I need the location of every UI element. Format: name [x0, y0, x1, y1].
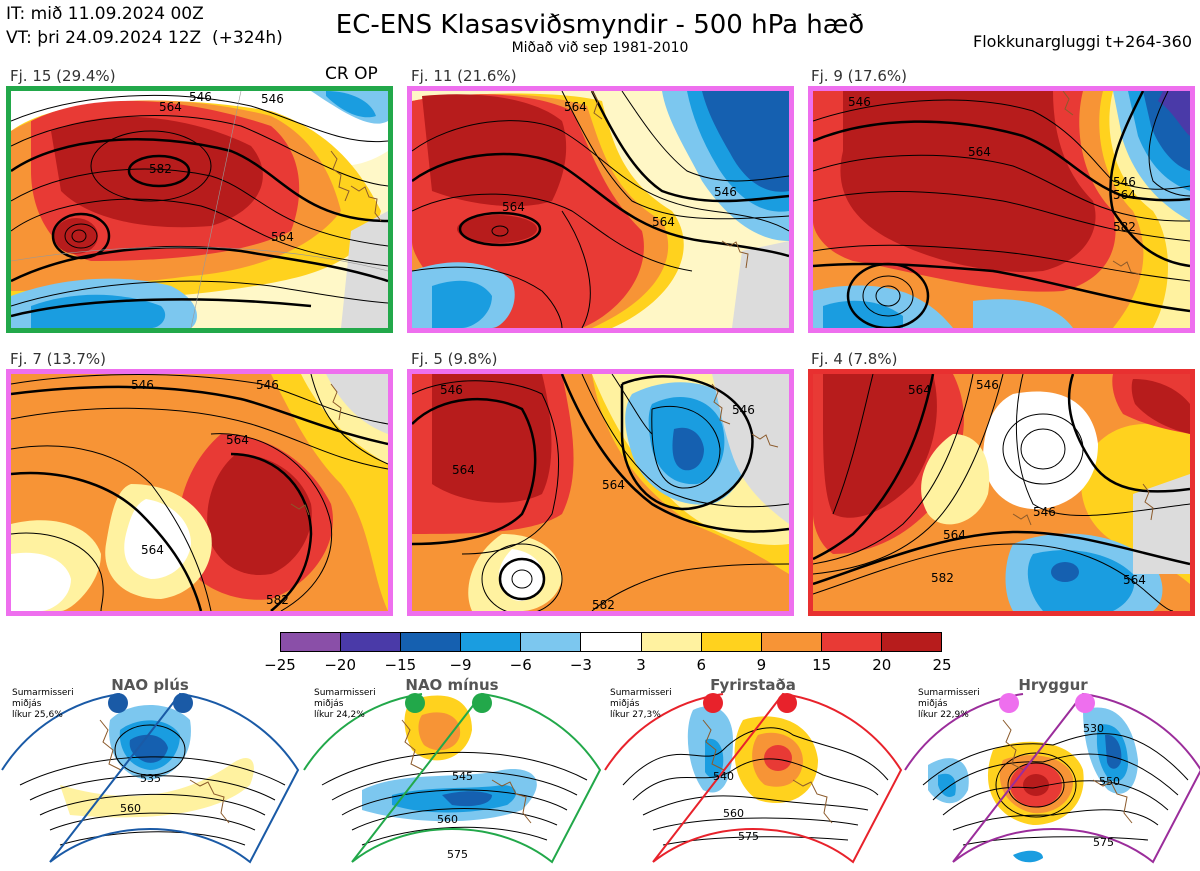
colorbar-tick-label: 9	[756, 656, 767, 674]
contour-label: 550	[1099, 775, 1120, 788]
contour-label: 575	[738, 830, 759, 843]
regime-info: Sumarmisseri miðjás líkur 22,9%	[918, 688, 980, 720]
colorbar-segment	[341, 633, 402, 651]
cluster-label: Fj. 5 (9.8%)	[411, 350, 498, 368]
contour-label: 546	[189, 91, 212, 104]
colorbar-segment	[701, 633, 762, 651]
colorbar-tick-label: −20	[324, 656, 356, 674]
contour-label: 564	[226, 433, 249, 447]
contour-label: 564	[602, 478, 625, 492]
contour-label: 560	[437, 813, 458, 826]
contour-label: 546	[256, 378, 279, 392]
colorbar-segment	[761, 633, 822, 651]
regime-info: Sumarmisseri miðjás líkur 24,2%	[314, 688, 376, 720]
contour-label: 564	[968, 145, 991, 159]
contour-label: 564	[1123, 573, 1146, 587]
contour-label: 564	[564, 100, 587, 114]
regime-name: Hryggur	[1018, 676, 1088, 694]
contour-label: 564	[502, 200, 525, 214]
contour-label: 575	[1093, 836, 1114, 849]
contour-label: 575	[447, 848, 468, 861]
colorbar-tick-label: −25	[264, 656, 296, 674]
contour-label: 582	[592, 598, 615, 611]
colorbar-tick-label: −15	[384, 656, 417, 674]
contour-label: 546	[848, 95, 871, 109]
regime-name: NAO plús	[111, 676, 189, 694]
init-time: IT: mið 11.09.2024 00Z	[6, 4, 204, 24]
cluster-label: Fj. 7 (13.7%)	[10, 350, 106, 368]
contour-label: 546	[1113, 175, 1136, 189]
regime-name: NAO mínus	[405, 676, 499, 694]
contour-label: 546	[131, 378, 154, 392]
colorbar-segment	[401, 633, 462, 651]
cluster-label: Fj. 9 (17.6%)	[811, 67, 907, 85]
cluster-map-4: 564 546 564 582 564 546	[808, 369, 1195, 616]
regime-info: Sumarmisseri miðjás líkur 25,6%	[12, 688, 74, 720]
contour-label: 564	[141, 543, 164, 557]
contour-label: 564	[159, 100, 182, 114]
colorbar-tick-label: 25	[932, 656, 952, 674]
valid-time: VT: þri 24.09.2024 12Z (+324h)	[6, 28, 283, 48]
page-title: EC-ENS Klasasviðsmyndir - 500 hPa hæð	[335, 10, 865, 40]
anomaly-colorbar	[280, 632, 942, 652]
cluster-map-9: 546 564 582 546 564	[808, 86, 1195, 333]
classification-window: Flokkunargluggi t+264-360	[973, 32, 1192, 51]
contour-label: 535	[140, 772, 161, 785]
colorbar-segment	[581, 633, 642, 651]
cluster-label: Fj. 11 (21.6%)	[411, 67, 517, 85]
contour-label: 564	[452, 463, 475, 477]
regime-name: Fyrirstaða	[710, 676, 796, 694]
contour-label: 582	[266, 593, 289, 607]
colorbar-segment	[521, 633, 582, 651]
colorbar-tick-label: −6	[509, 656, 532, 674]
contour-label: 546	[732, 403, 755, 417]
regime-info: Sumarmisseri miðjás líkur 27,3%	[610, 688, 672, 720]
contour-label: 564	[652, 215, 675, 229]
colorbar-tick-label: 20	[872, 656, 892, 674]
contour-label: 546	[440, 383, 463, 397]
contour-label: 546	[261, 92, 284, 106]
contour-label: 582	[931, 571, 954, 585]
colorbar-tick-label: 15	[812, 656, 832, 674]
contour-label: 530	[1083, 722, 1104, 735]
contour-label: 564	[271, 230, 294, 244]
cluster-label: Fj. 15 (29.4%)	[10, 67, 116, 85]
contour-label: 546	[714, 185, 737, 199]
colorbar-tick-label: −9	[449, 656, 472, 674]
contour-label: 564	[943, 528, 966, 542]
contour-label: 564	[908, 383, 931, 397]
contour-label: 546	[1033, 505, 1056, 519]
contour-label: 564	[1113, 188, 1136, 202]
colorbar-tick-label: −3	[569, 656, 592, 674]
contour-label: 540	[713, 770, 734, 783]
contour-label: 546	[976, 378, 999, 392]
cluster-map-5: 546 564 564 582 546	[407, 369, 794, 616]
colorbar-segment	[641, 633, 702, 651]
cluster-map-11: 564 564 546 564	[407, 86, 794, 333]
contour-label: 582	[1113, 220, 1136, 234]
colorbar-segment	[881, 633, 942, 651]
cr-op-label: CR OP	[325, 64, 378, 84]
cluster-map-7: 546 546 564 564 582	[6, 369, 393, 616]
colorbar-segment	[461, 633, 522, 651]
cluster-label: Fj. 4 (7.8%)	[811, 350, 898, 368]
contour-label: 545	[452, 770, 473, 783]
contour-label: 582	[149, 162, 172, 176]
cluster-map-15: 564 582 546 546 564	[6, 86, 393, 333]
colorbar-segment	[821, 633, 882, 651]
page-subtitle: Miðað við sep 1981-2010	[511, 40, 689, 56]
colorbar-tick-label: 3	[636, 656, 646, 674]
colorbar-tick-label: 6	[696, 656, 707, 674]
contour-label: 560	[120, 802, 141, 815]
contour-label: 560	[723, 807, 744, 820]
colorbar-segment	[281, 633, 342, 651]
